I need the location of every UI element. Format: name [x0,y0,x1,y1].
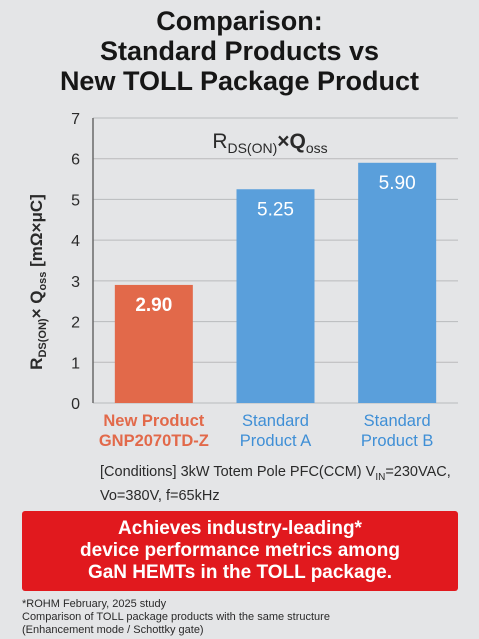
y-tick-labels: 0 1 2 3 4 5 6 7 [71,111,80,413]
y-axis-label: RDS(ON)× Qoss [mΩ×μC] [27,194,49,370]
y-tick-label: 3 [71,274,80,291]
footnote-line-1: *ROHM February, 2025 study [22,598,167,610]
footnote-line-3: (Enhancement mode / Schottky gate) [22,624,204,636]
category-labels: New Product GNP2070TD-Z Standard Product A S… [99,412,434,450]
category-label: Standard [364,412,431,430]
y-tick-label: 4 [71,233,80,250]
banner-line-2: device performance metrics among [80,540,400,561]
banner-line-1: Achieves industry-leading* [118,518,362,539]
category-label: Product A [240,432,312,450]
title-line-1: Comparison: [156,6,323,36]
y-tick-label: 2 [71,315,80,332]
category-label: GNP2070TD-Z [99,432,209,450]
footnote-line-2: Comparison of TOLL package products with… [22,611,330,623]
banner-line-3: GaN HEMTs in the TOLL package. [87,562,393,583]
bar-value-label: 2.90 [135,295,172,316]
bars [114,162,437,403]
bar [358,162,437,403]
category-label: New Product [103,412,204,430]
bar [114,284,193,403]
bar-value-label: 5.90 [379,173,416,194]
footnotes: *ROHM February, 2025 study Comparison of… [22,598,472,637]
page-title: Comparison: Standard Products vs New TOL… [0,6,479,96]
bar-value-label: 5.25 [257,199,294,220]
title-line-2: Standard Products vs [99,36,380,66]
bar-value-labels: 2.90 5.25 5.90 [135,173,415,316]
y-tick-label: 6 [71,152,80,169]
bar-chart: 0 1 2 3 4 5 6 7 2.90 5.25 5.90 New Product GNP2070… [27,111,458,450]
chart-title: RDS(ON)×Qoss [212,130,327,156]
y-tick-label: 1 [71,355,80,372]
y-tick-label: 5 [71,192,80,209]
category-label: Product B [361,432,433,450]
y-tick-label: 0 [71,396,80,413]
highlight-banner: Achieves industry-leading* device perfor… [22,511,458,591]
conditions-line-1: [Conditions] 3kW Totem Pole PFC(CCM) VIN… [100,464,451,483]
test-conditions: [Conditions] 3kW Totem Pole PFC(CCM) VIN… [100,463,470,506]
title-line-3: New TOLL Package Product [59,66,420,96]
conditions-line-2: Vo=380V, f=65kHz [100,487,220,504]
category-label: Standard [242,412,309,430]
y-tick-label: 7 [71,111,80,128]
bar [236,189,315,403]
